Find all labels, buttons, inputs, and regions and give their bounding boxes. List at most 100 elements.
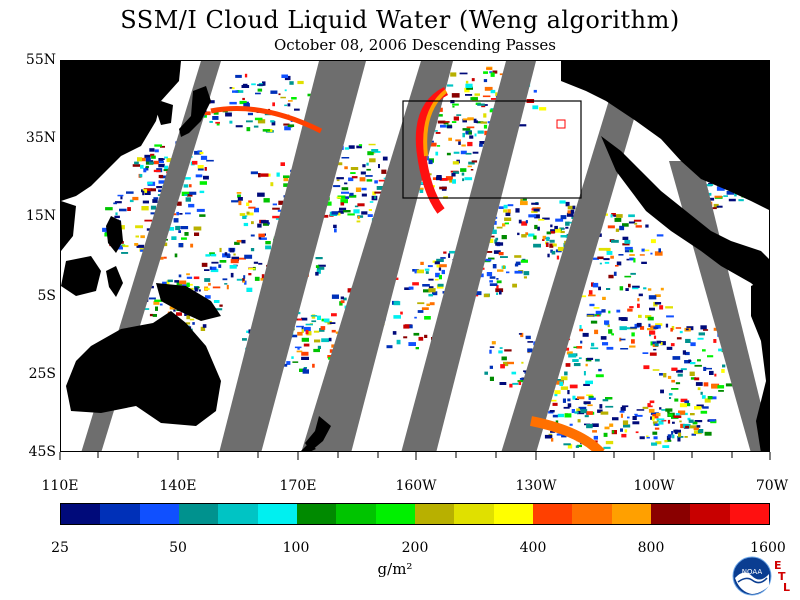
cloud-speck: [151, 155, 156, 159]
cloud-speck: [534, 224, 538, 230]
cloud-speck: [710, 396, 717, 400]
cloud-speck: [231, 256, 239, 261]
cloud-speck: [197, 168, 204, 171]
cloud-speck: [438, 107, 443, 112]
cloud-speck: [277, 209, 284, 212]
cloud-speck: [229, 87, 233, 89]
cloud-speck: [624, 275, 632, 278]
cloud-speck: [144, 219, 153, 222]
cloud-speck: [386, 345, 393, 349]
cloud-speck: [514, 263, 519, 267]
cloud-speck: [560, 376, 568, 381]
cloud-speck: [272, 102, 275, 107]
cloud-speck: [603, 446, 611, 449]
cloud-speck: [523, 276, 527, 279]
cloud-speck: [149, 313, 154, 317]
north-america-landmass: [561, 61, 769, 210]
cloud-speck: [639, 254, 645, 256]
cloud-speck: [664, 440, 668, 443]
cloud-speck: [650, 341, 654, 346]
cloud-speck: [408, 286, 414, 290]
lat-label-15n: 15N: [25, 208, 56, 224]
cloud-speck: [619, 410, 625, 413]
cloud-speck: [520, 332, 524, 338]
cloud-speck: [168, 227, 175, 231]
cloud-speck: [329, 322, 336, 324]
cloud-speck: [678, 432, 682, 437]
cloud-speck: [490, 72, 495, 77]
cloud-speck: [132, 196, 139, 201]
cloud-speck: [306, 331, 312, 336]
color-swatch: [336, 504, 376, 524]
cloud-speck: [695, 382, 703, 386]
cloud-speck: [533, 208, 540, 212]
cloud-speck: [445, 176, 453, 181]
cloud-speck: [534, 214, 540, 219]
cloud-speck: [552, 243, 556, 246]
cloud-speck: [518, 333, 522, 335]
cloud-speck: [424, 334, 428, 338]
cloud-speck: [493, 250, 501, 254]
cloud-speck: [378, 164, 380, 169]
cloud-speck: [135, 225, 143, 229]
cloud-speck: [671, 379, 675, 383]
cloud-speck: [446, 152, 451, 156]
cloud-speck: [235, 74, 242, 78]
cloud-speck: [586, 394, 593, 396]
cloud-speck: [117, 245, 123, 250]
cloud-speck: [186, 282, 190, 287]
cloud-speck: [338, 210, 344, 214]
cloud-speck: [437, 283, 444, 287]
cloud-speck: [489, 376, 494, 381]
cloud-speck: [452, 105, 455, 108]
cloud-speck: [550, 249, 553, 253]
cloud-speck: [483, 71, 488, 74]
cloud-speck: [696, 404, 704, 408]
cloud-speck: [158, 180, 165, 184]
cloud-speck: [237, 194, 241, 198]
cloud-speck: [659, 305, 664, 310]
cloud-speck: [481, 105, 486, 108]
cloud-speck: [596, 315, 600, 317]
cloud-speck: [606, 247, 611, 252]
cloud-speck: [675, 413, 680, 418]
cloud-speck: [163, 242, 168, 247]
cloud-speck: [242, 280, 246, 283]
cloud-speck: [479, 143, 483, 147]
cloud-speck: [224, 283, 228, 285]
cloud-speck: [189, 318, 195, 321]
color-swatch: [690, 504, 730, 524]
cloud-speck: [350, 172, 356, 174]
cloud-speck: [242, 338, 247, 341]
cloud-speck: [432, 291, 438, 296]
cloud-speck: [639, 436, 645, 440]
cloud-speck: [619, 286, 624, 291]
cloud-speck: [248, 268, 256, 270]
cloud-speck: [272, 207, 280, 210]
lon-label-160w: 160W: [395, 478, 437, 494]
cloud-speck: [668, 413, 673, 417]
cloud-speck: [634, 413, 638, 416]
cloud-speck: [495, 92, 498, 97]
cloud-speck: [148, 297, 156, 300]
cloud-speck: [588, 294, 596, 297]
cloud-speck: [517, 232, 520, 236]
cloud-speck: [294, 108, 300, 111]
scale-label-100: 100: [282, 540, 310, 556]
cloud-speck: [163, 256, 167, 259]
cloud-speck: [615, 228, 620, 232]
lat-label-5s: 5S: [37, 288, 57, 304]
cloud-speck: [428, 286, 434, 289]
cloud-speck: [152, 199, 158, 203]
cloud-speck: [119, 225, 125, 230]
cloud-speck: [467, 141, 473, 147]
cloud-speck: [482, 95, 491, 98]
cloud-speck: [297, 80, 304, 85]
cloud-speck: [498, 206, 504, 209]
cloud-speck: [619, 326, 627, 331]
cloud-speck: [374, 180, 378, 184]
cloud-speck: [585, 363, 588, 367]
lat-label-25s: 25S: [28, 366, 56, 382]
cloud-speck: [158, 174, 164, 179]
cloud-speck: [539, 107, 547, 111]
